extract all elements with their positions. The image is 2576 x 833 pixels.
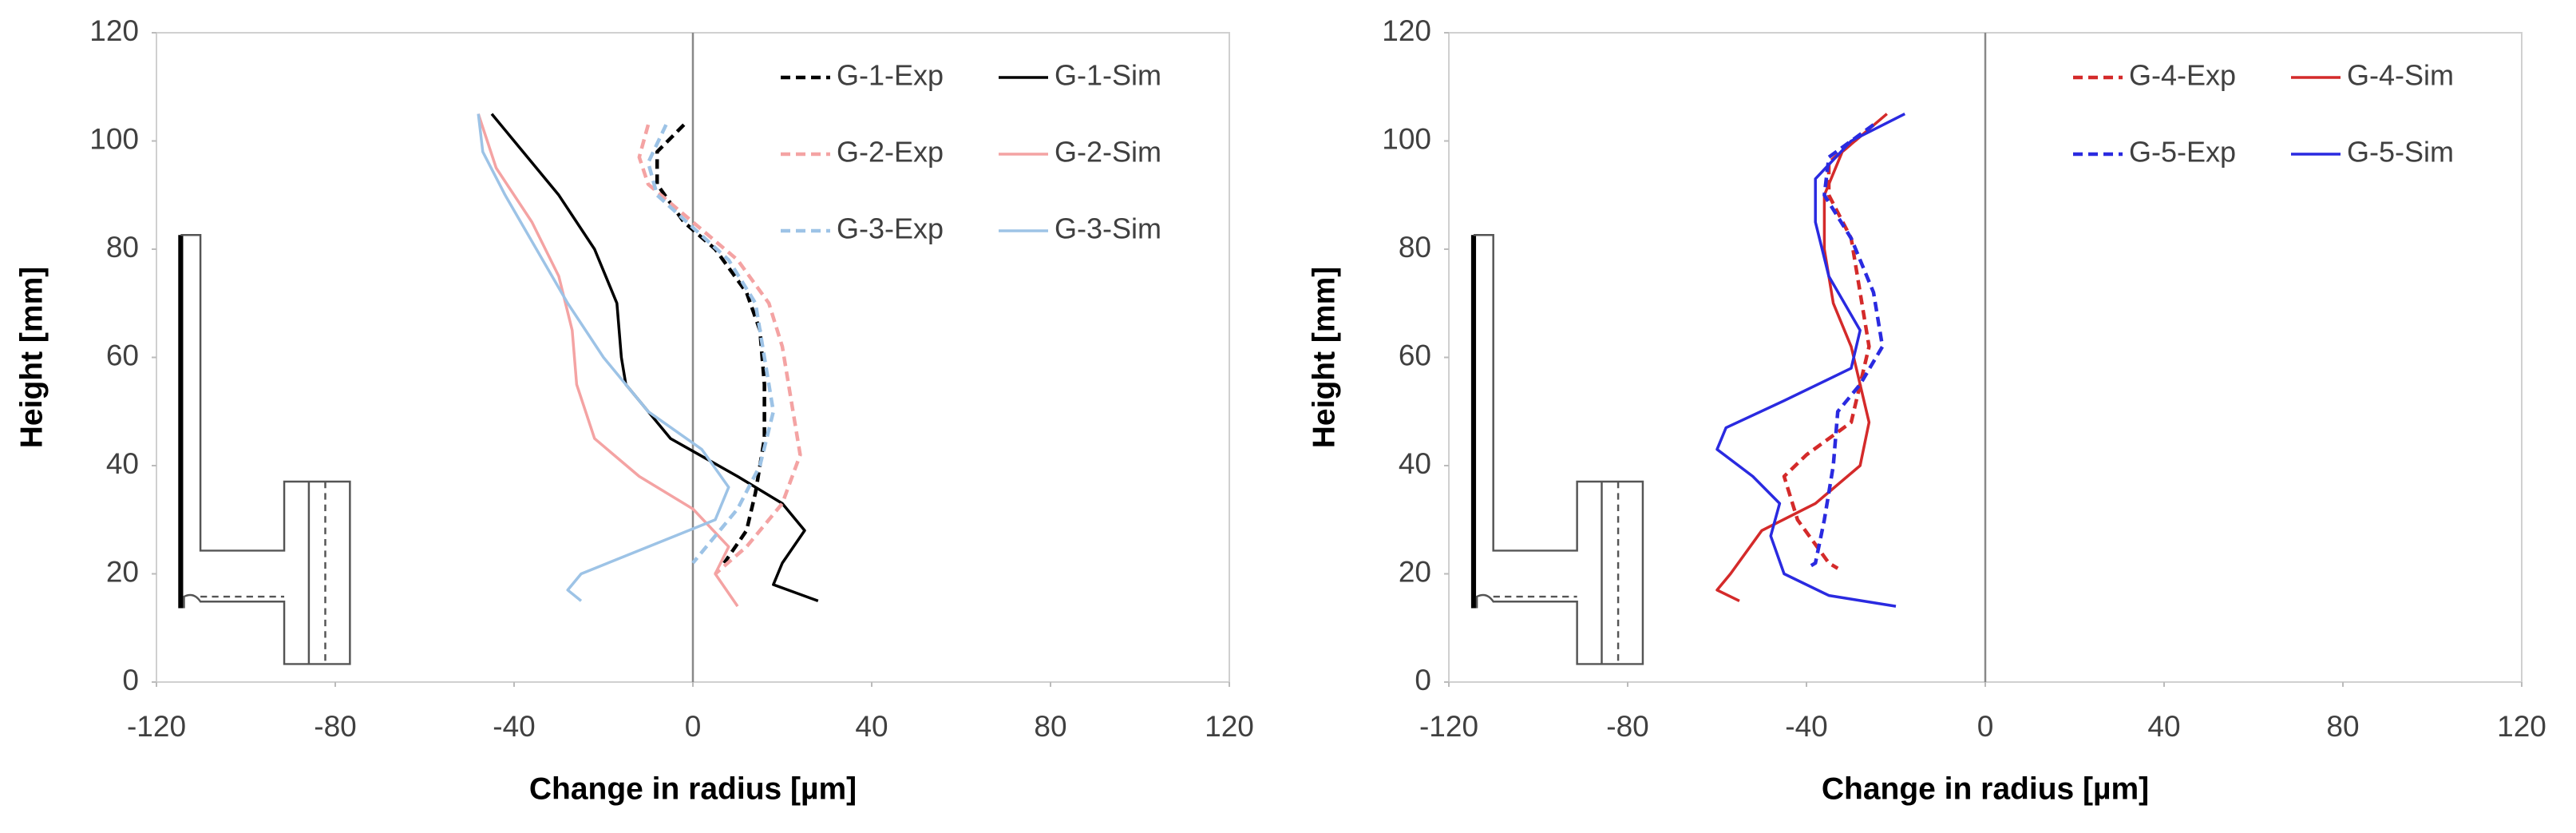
series-line (646, 124, 776, 565)
y-tick-label: 20 (106, 555, 139, 588)
x-tick-label: -80 (314, 710, 356, 743)
x-tick-label: -80 (1606, 710, 1648, 743)
legend-label: G-5-Sim (2347, 136, 2454, 169)
x-axis-title: Change in radius [µm] (1822, 772, 2149, 806)
series-line (637, 124, 802, 576)
x-tick-label: 120 (1205, 710, 1254, 743)
legend-label: G-5-Exp (2129, 136, 2236, 169)
series-line (1805, 123, 1885, 570)
y-tick-label: 100 (89, 122, 139, 155)
legend-label: G-2-Sim (1055, 136, 1161, 169)
y-tick-label: 80 (106, 231, 139, 264)
x-tick-label: -40 (493, 710, 535, 743)
legend-label: G-3-Exp (837, 212, 944, 245)
series-line (1715, 113, 1888, 602)
y-tick-label: 120 (89, 14, 139, 47)
x-tick-label: 40 (2147, 710, 2180, 743)
x-tick-label: 40 (855, 710, 888, 743)
y-tick-label: 0 (1415, 664, 1431, 696)
y-tick-label: 60 (1399, 339, 1431, 371)
part-schematic (1470, 234, 1644, 665)
y-axis-title: Height [mm] (14, 267, 49, 449)
x-tick-label: -120 (127, 710, 186, 743)
legend-label: G-1-Sim (1055, 59, 1161, 92)
y-axis-title: Height [mm] (1307, 267, 1341, 449)
x-tick-label: 120 (2497, 710, 2546, 743)
y-tick-label: 60 (106, 339, 139, 371)
series-line (477, 113, 739, 608)
series-line (655, 123, 766, 565)
y-tick-label: 40 (1399, 447, 1431, 480)
x-tick-label: 0 (1977, 710, 1994, 743)
x-axis-title: Change in radius [µm] (529, 772, 857, 806)
x-tick-label: -40 (1785, 710, 1827, 743)
series-line (1715, 113, 1905, 608)
y-tick-label: 0 (122, 664, 139, 696)
x-tick-label: 0 (685, 710, 702, 743)
series-line (477, 113, 730, 602)
x-tick-label: 80 (2326, 710, 2359, 743)
legend-label: G-4-Sim (2347, 59, 2454, 92)
x-tick-label: 80 (1034, 710, 1066, 743)
y-tick-label: 100 (1382, 122, 1431, 155)
x-tick-label: -120 (1419, 710, 1478, 743)
legend-label: G-4-Exp (2129, 59, 2236, 92)
y-tick-label: 80 (1399, 231, 1431, 264)
legend-label: G-1-Exp (837, 59, 944, 92)
y-tick-label: 20 (1399, 555, 1431, 588)
legend-label: G-3-Sim (1055, 212, 1161, 245)
y-tick-label: 40 (106, 447, 139, 480)
legend-label: G-2-Exp (837, 136, 944, 169)
y-tick-label: 120 (1382, 14, 1431, 47)
part-schematic (178, 234, 351, 665)
